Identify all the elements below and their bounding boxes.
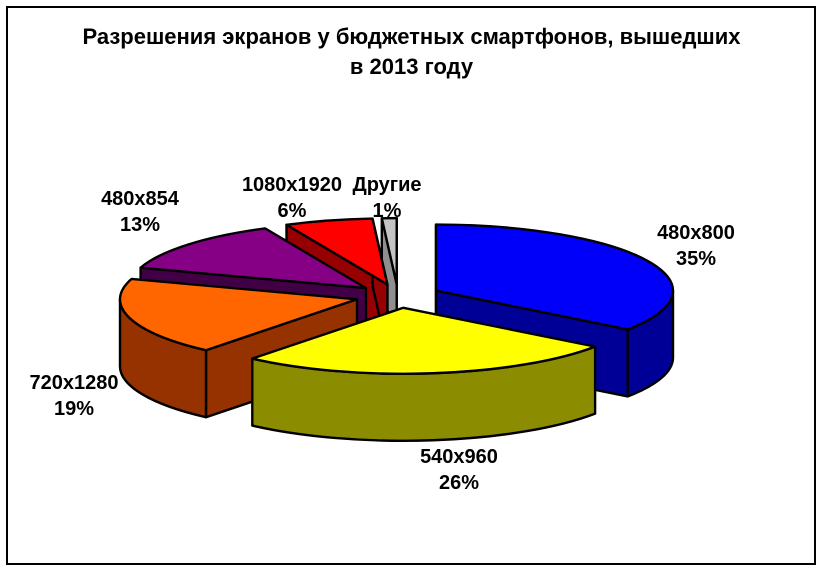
- slice-label-1080x1920: 1080x1920 6%: [212, 172, 372, 224]
- slice-label-text: 540x960: [420, 446, 498, 468]
- slice-label-text: 1080x1920: [241, 174, 343, 196]
- slice-label-480x800: 480x800 35%: [616, 220, 776, 272]
- pie-slice-540x960: [251, 306, 597, 442]
- slice-percent-text: 6%: [277, 200, 307, 222]
- chart-title-text: Разрешения экранов у бюджетных смартфоно…: [82, 24, 741, 79]
- slice-percent-text: 13%: [119, 214, 161, 236]
- slice-label-drugie: Другие 1%: [307, 172, 467, 224]
- slice-percent-text: 26%: [438, 472, 480, 494]
- slice-percent-text: 35%: [675, 248, 717, 270]
- slice-percent-text: 1%: [372, 200, 402, 222]
- slice-percent-text: 19%: [53, 398, 95, 420]
- slice-label-480x854: 480x854 13%: [60, 186, 220, 238]
- slice-label-text: 480x800: [657, 222, 735, 244]
- pie-slice-720x1280: [118, 277, 359, 419]
- chart-title: Разрешения экранов у бюджетных смартфоно…: [0, 22, 823, 82]
- slice-label-text: 720x1280: [29, 372, 119, 394]
- slice-label-540x960: 540x960 26%: [379, 444, 539, 496]
- slice-label-text: 480x854: [101, 188, 179, 210]
- slice-label-720x1280: 720x1280 19%: [4, 370, 144, 422]
- slice-label-text: Другие: [352, 174, 422, 196]
